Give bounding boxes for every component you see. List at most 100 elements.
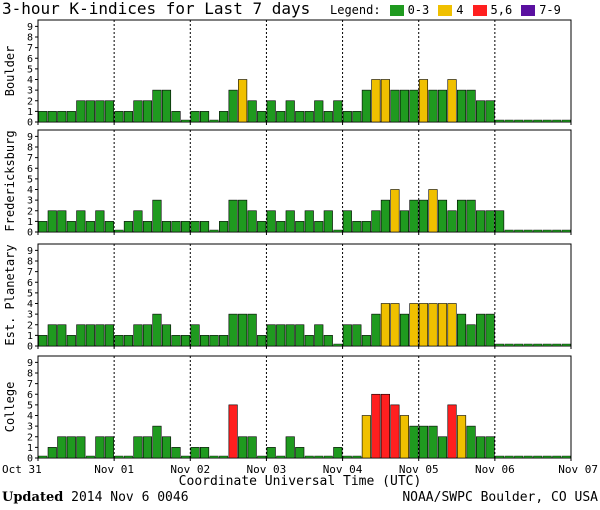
y-tick-label: 0 xyxy=(27,228,33,239)
k-index-bar xyxy=(466,425,476,459)
k-index-bar xyxy=(285,210,295,233)
k-index-bar xyxy=(76,100,86,123)
k-index-bar xyxy=(152,89,162,123)
k-index-bar xyxy=(76,324,86,347)
y-tick-label: 5 xyxy=(27,64,33,75)
k-index-bar xyxy=(485,210,495,233)
k-index-bar xyxy=(209,229,219,233)
legend-item-active: 4 xyxy=(456,3,464,17)
y-tick-label: 7 xyxy=(27,379,33,390)
k-index-bar xyxy=(266,100,276,123)
k-index-bar xyxy=(476,436,486,459)
k-index-bar xyxy=(323,210,333,233)
k-index-bar xyxy=(342,455,352,459)
k-index-bar xyxy=(190,111,200,123)
k-index-bar xyxy=(171,111,181,123)
k-index-bar xyxy=(380,393,390,459)
k-index-bar xyxy=(76,436,86,459)
y-tick-label: 3 xyxy=(27,86,33,97)
k-index-bar xyxy=(514,343,524,347)
k-index-bar xyxy=(47,447,57,459)
k-index-bar xyxy=(514,119,524,123)
k-index-bar xyxy=(228,89,238,123)
k-index-bar xyxy=(152,425,162,459)
k-index-bar xyxy=(476,100,486,123)
k-index-bar xyxy=(361,335,371,347)
k-index-bar xyxy=(476,210,486,233)
x-tick-label: Nov 07 xyxy=(558,463,598,476)
k-index-bar xyxy=(276,111,286,123)
y-axis-label: Boulder xyxy=(3,46,17,97)
k-index-bar xyxy=(495,210,505,233)
k-index-bar xyxy=(552,343,562,347)
k-index-bar xyxy=(228,199,238,233)
k-index-bar xyxy=(219,335,229,347)
k-index-bar xyxy=(361,415,371,459)
k-index-bar xyxy=(333,229,343,233)
k-index-bar xyxy=(66,436,76,459)
k-index-bar xyxy=(542,455,552,459)
y-tick-label: 1 xyxy=(27,107,33,118)
k-index-bar xyxy=(533,343,543,347)
y-tick-label: 2 xyxy=(27,320,33,331)
k-index-bar xyxy=(123,335,133,347)
k-index-bar xyxy=(314,100,324,123)
k-index-bar xyxy=(295,447,305,459)
page-title: 3-hour K-indices for Last 7 days xyxy=(2,0,311,18)
k-index-bar xyxy=(66,335,76,347)
legend-item-severe: 7-9 xyxy=(539,3,561,17)
k-index-bar xyxy=(561,455,571,459)
source-credit: NOAA/SWPC Boulder, CO USA xyxy=(402,490,598,505)
k-index-bar xyxy=(561,229,571,233)
k-index-bar xyxy=(266,447,276,459)
y-tick-label: 9 xyxy=(27,22,33,33)
k-index-bar xyxy=(257,455,267,459)
k-index-bar xyxy=(304,111,314,123)
k-index-bar xyxy=(418,199,429,233)
k-index-bar xyxy=(504,455,514,459)
k-index-bar xyxy=(323,111,333,123)
k-index-bar xyxy=(276,221,286,233)
k-index-bar xyxy=(485,313,495,347)
k-index-bar xyxy=(38,335,48,347)
k-index-bar xyxy=(238,313,248,347)
k-index-bar xyxy=(66,221,76,233)
updated-value: 2014 Nov 6 0046 xyxy=(71,490,189,505)
k-index-bar xyxy=(200,447,210,459)
k-index-bar xyxy=(228,404,238,459)
k-index-bar xyxy=(47,210,57,233)
k-index-bar xyxy=(295,111,305,123)
k-index-bar xyxy=(238,436,248,459)
k-index-bar xyxy=(85,221,95,233)
k-index-bar xyxy=(304,455,314,459)
legend-item-storm: 5,6 xyxy=(490,3,513,17)
k-index-bar xyxy=(514,229,524,233)
k-index-bar xyxy=(247,100,257,123)
k-index-bar xyxy=(247,210,257,233)
y-tick-label: 0 xyxy=(27,118,33,129)
k-index-bar xyxy=(114,335,124,347)
k-index-bar xyxy=(542,119,552,123)
k-index-bar xyxy=(437,436,448,459)
k-index-bar xyxy=(428,425,438,459)
k-index-bar xyxy=(133,436,143,459)
k-index-bar xyxy=(371,393,381,459)
k-index-bar xyxy=(485,436,495,459)
k-index-bar xyxy=(418,425,429,459)
k-index-bar xyxy=(542,229,552,233)
k-index-bar xyxy=(180,221,191,233)
y-tick-label: 6 xyxy=(27,390,33,401)
k-index-bar xyxy=(76,210,86,233)
k-index-bar xyxy=(333,447,343,459)
k-index-bar xyxy=(190,324,200,347)
y-tick-label: 4 xyxy=(27,185,33,196)
y-axis-label: Fredericksburg xyxy=(3,130,17,231)
y-tick-label: 0 xyxy=(27,454,33,465)
legend-swatch-severe xyxy=(521,4,536,16)
k-index-bar xyxy=(409,89,419,123)
k-index-bar xyxy=(114,229,124,233)
k-index-bar xyxy=(399,313,409,347)
k-index-bar xyxy=(209,119,219,123)
k-index-bar xyxy=(114,111,124,123)
